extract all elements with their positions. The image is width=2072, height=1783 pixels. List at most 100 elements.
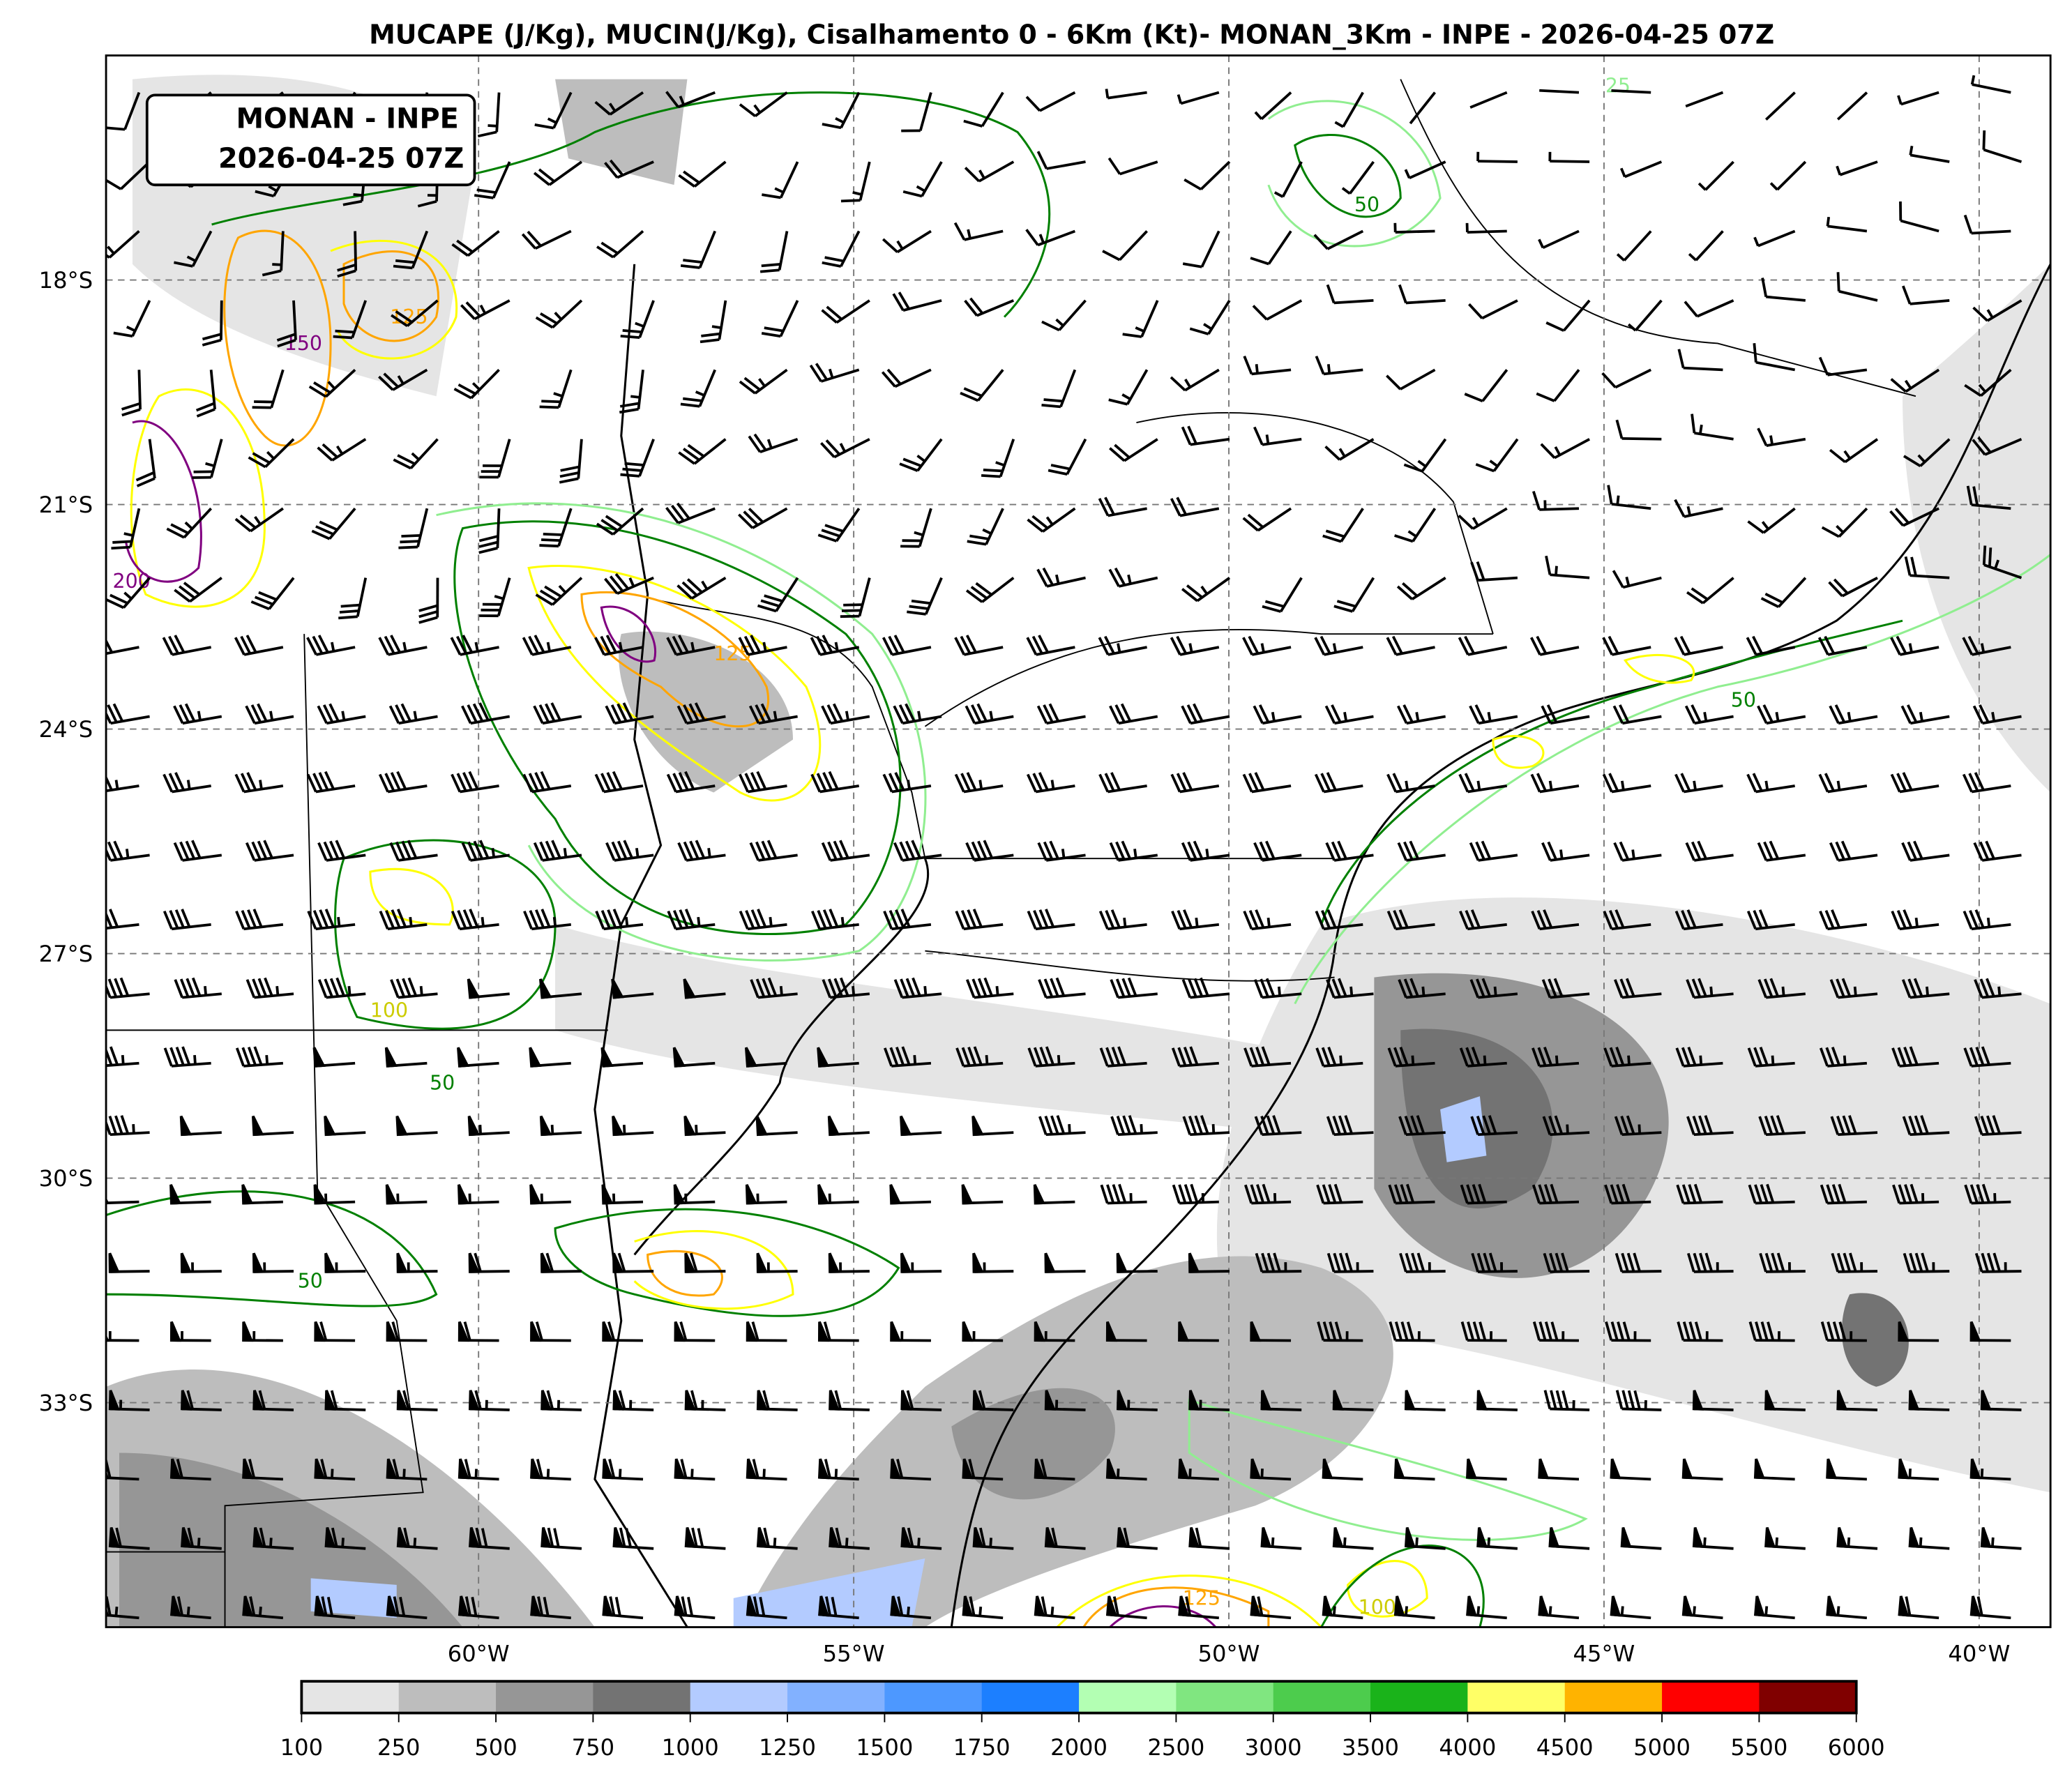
wind-barb [1188, 1390, 1230, 1411]
wind-barb [1458, 507, 1508, 530]
wind-barb [1036, 703, 1086, 725]
wind-barb [245, 703, 294, 725]
colorbar-tick-label: 750 [572, 1734, 614, 1761]
wind-barb [1753, 1458, 1795, 1481]
wind-barb [314, 1595, 356, 1620]
wind-barb [1602, 635, 1651, 656]
wind-barb [1476, 1390, 1518, 1411]
lat-tick-label: 18°S [39, 267, 93, 294]
wind-barb [1253, 840, 1302, 862]
wind-barb [314, 1321, 356, 1342]
wind-barb [1109, 438, 1158, 462]
wind-barb [1253, 426, 1302, 446]
wind-barb [1326, 978, 1374, 999]
wind-barb [1758, 1115, 1806, 1137]
wind-barb [250, 577, 295, 611]
wind-barb [1409, 91, 1436, 125]
wind-barb [386, 1595, 428, 1620]
wind-barb [605, 840, 654, 862]
colorbar-swatch [787, 1681, 886, 1713]
wind-barb [890, 1321, 931, 1342]
lon-tick-label: 50°W [1198, 1641, 1260, 1667]
wind-barb [821, 299, 870, 324]
wind-barb [398, 508, 429, 549]
wind-barb [684, 1390, 726, 1411]
wind-barb [1037, 840, 1086, 862]
wind-barb [964, 297, 1015, 317]
wind-barb [317, 840, 366, 862]
wind-barb [1891, 909, 1939, 931]
wind-barb [1687, 1252, 1734, 1273]
wind-barb [1612, 570, 1662, 589]
wind-barb [391, 299, 439, 328]
lat-tick-label: 30°S [39, 1165, 93, 1192]
wind-barb [822, 977, 870, 999]
colorbar-swatch [981, 1681, 1080, 1713]
wind-barb [680, 230, 716, 269]
wind-barb [1684, 704, 1734, 725]
wind-barb [108, 1252, 150, 1273]
wind-barb [596, 230, 644, 259]
colorbar-swatch [1564, 1681, 1663, 1713]
wind-barb [535, 299, 583, 329]
wind-barb [1605, 1321, 1651, 1342]
wind-barb [1972, 704, 2022, 725]
wind-barb [252, 1390, 294, 1411]
wind-barb [683, 1115, 726, 1137]
wind-barb [1541, 841, 1590, 862]
wind-barb [1109, 703, 1158, 725]
wind-barb [900, 1390, 942, 1411]
wind-barb [539, 369, 573, 409]
wind-barb [312, 1047, 356, 1068]
wind-barb [1538, 229, 1580, 250]
colorbar-tick-label: 5500 [1730, 1734, 1787, 1761]
wind-barb [457, 1595, 499, 1620]
wind-barb [311, 507, 356, 540]
wind-barb [1033, 1184, 1075, 1205]
wind-barb [674, 1595, 716, 1620]
wind-barb [457, 1321, 499, 1342]
plot-area: 50 100 50 25 50 125 150 200 125 100 50 1… [106, 55, 2051, 1628]
wind-barb [761, 300, 799, 338]
wind-barb [1903, 1252, 1950, 1273]
wind-barb [1108, 369, 1149, 406]
wind-barb [313, 1184, 356, 1205]
wind-barb [1170, 772, 1220, 794]
wind-barb [1398, 1115, 1446, 1137]
wind-barb [1830, 1115, 1878, 1137]
wind-barb [1459, 909, 1507, 931]
wind-barb [1178, 1321, 1219, 1342]
wind-barb [1253, 704, 1302, 725]
wind-barb [1966, 485, 2011, 510]
wind-barb [602, 1458, 644, 1481]
wind-barb [1471, 1252, 1518, 1273]
wind-barb [739, 91, 788, 118]
wind-barb [1325, 840, 1374, 862]
wind-barb [1532, 1183, 1580, 1205]
wind-barb [1099, 1046, 1147, 1068]
wind-barb [1532, 491, 1580, 511]
colorbar-tick-label: 250 [377, 1734, 420, 1761]
wind-barb [605, 702, 654, 725]
wind-barb [195, 370, 217, 418]
colorbar-swatch [301, 1681, 400, 1713]
wind-barb [181, 1390, 222, 1411]
wind-barb [1181, 977, 1230, 999]
wind-barb [893, 977, 942, 999]
wind-barb [1178, 1458, 1219, 1481]
wind-barb [673, 1184, 716, 1205]
wind-barb [611, 978, 654, 999]
lon-tick-label: 60°W [448, 1641, 510, 1667]
wind-barb [242, 1458, 283, 1481]
wind-barb [883, 1046, 932, 1068]
wind-barb [1460, 1321, 1507, 1342]
wind-barb [596, 507, 644, 536]
wind-barb [817, 508, 861, 543]
wind-barb [1025, 229, 1076, 247]
wind-barb [467, 1115, 510, 1137]
figure-title: MUCAPE (J/Kg), MUCIN(J/Kg), Cisalhamento… [369, 20, 1774, 50]
wind-barb [1819, 909, 1868, 931]
wind-barb [530, 1595, 571, 1620]
wind-barb [235, 909, 284, 931]
wind-barb [202, 300, 223, 347]
